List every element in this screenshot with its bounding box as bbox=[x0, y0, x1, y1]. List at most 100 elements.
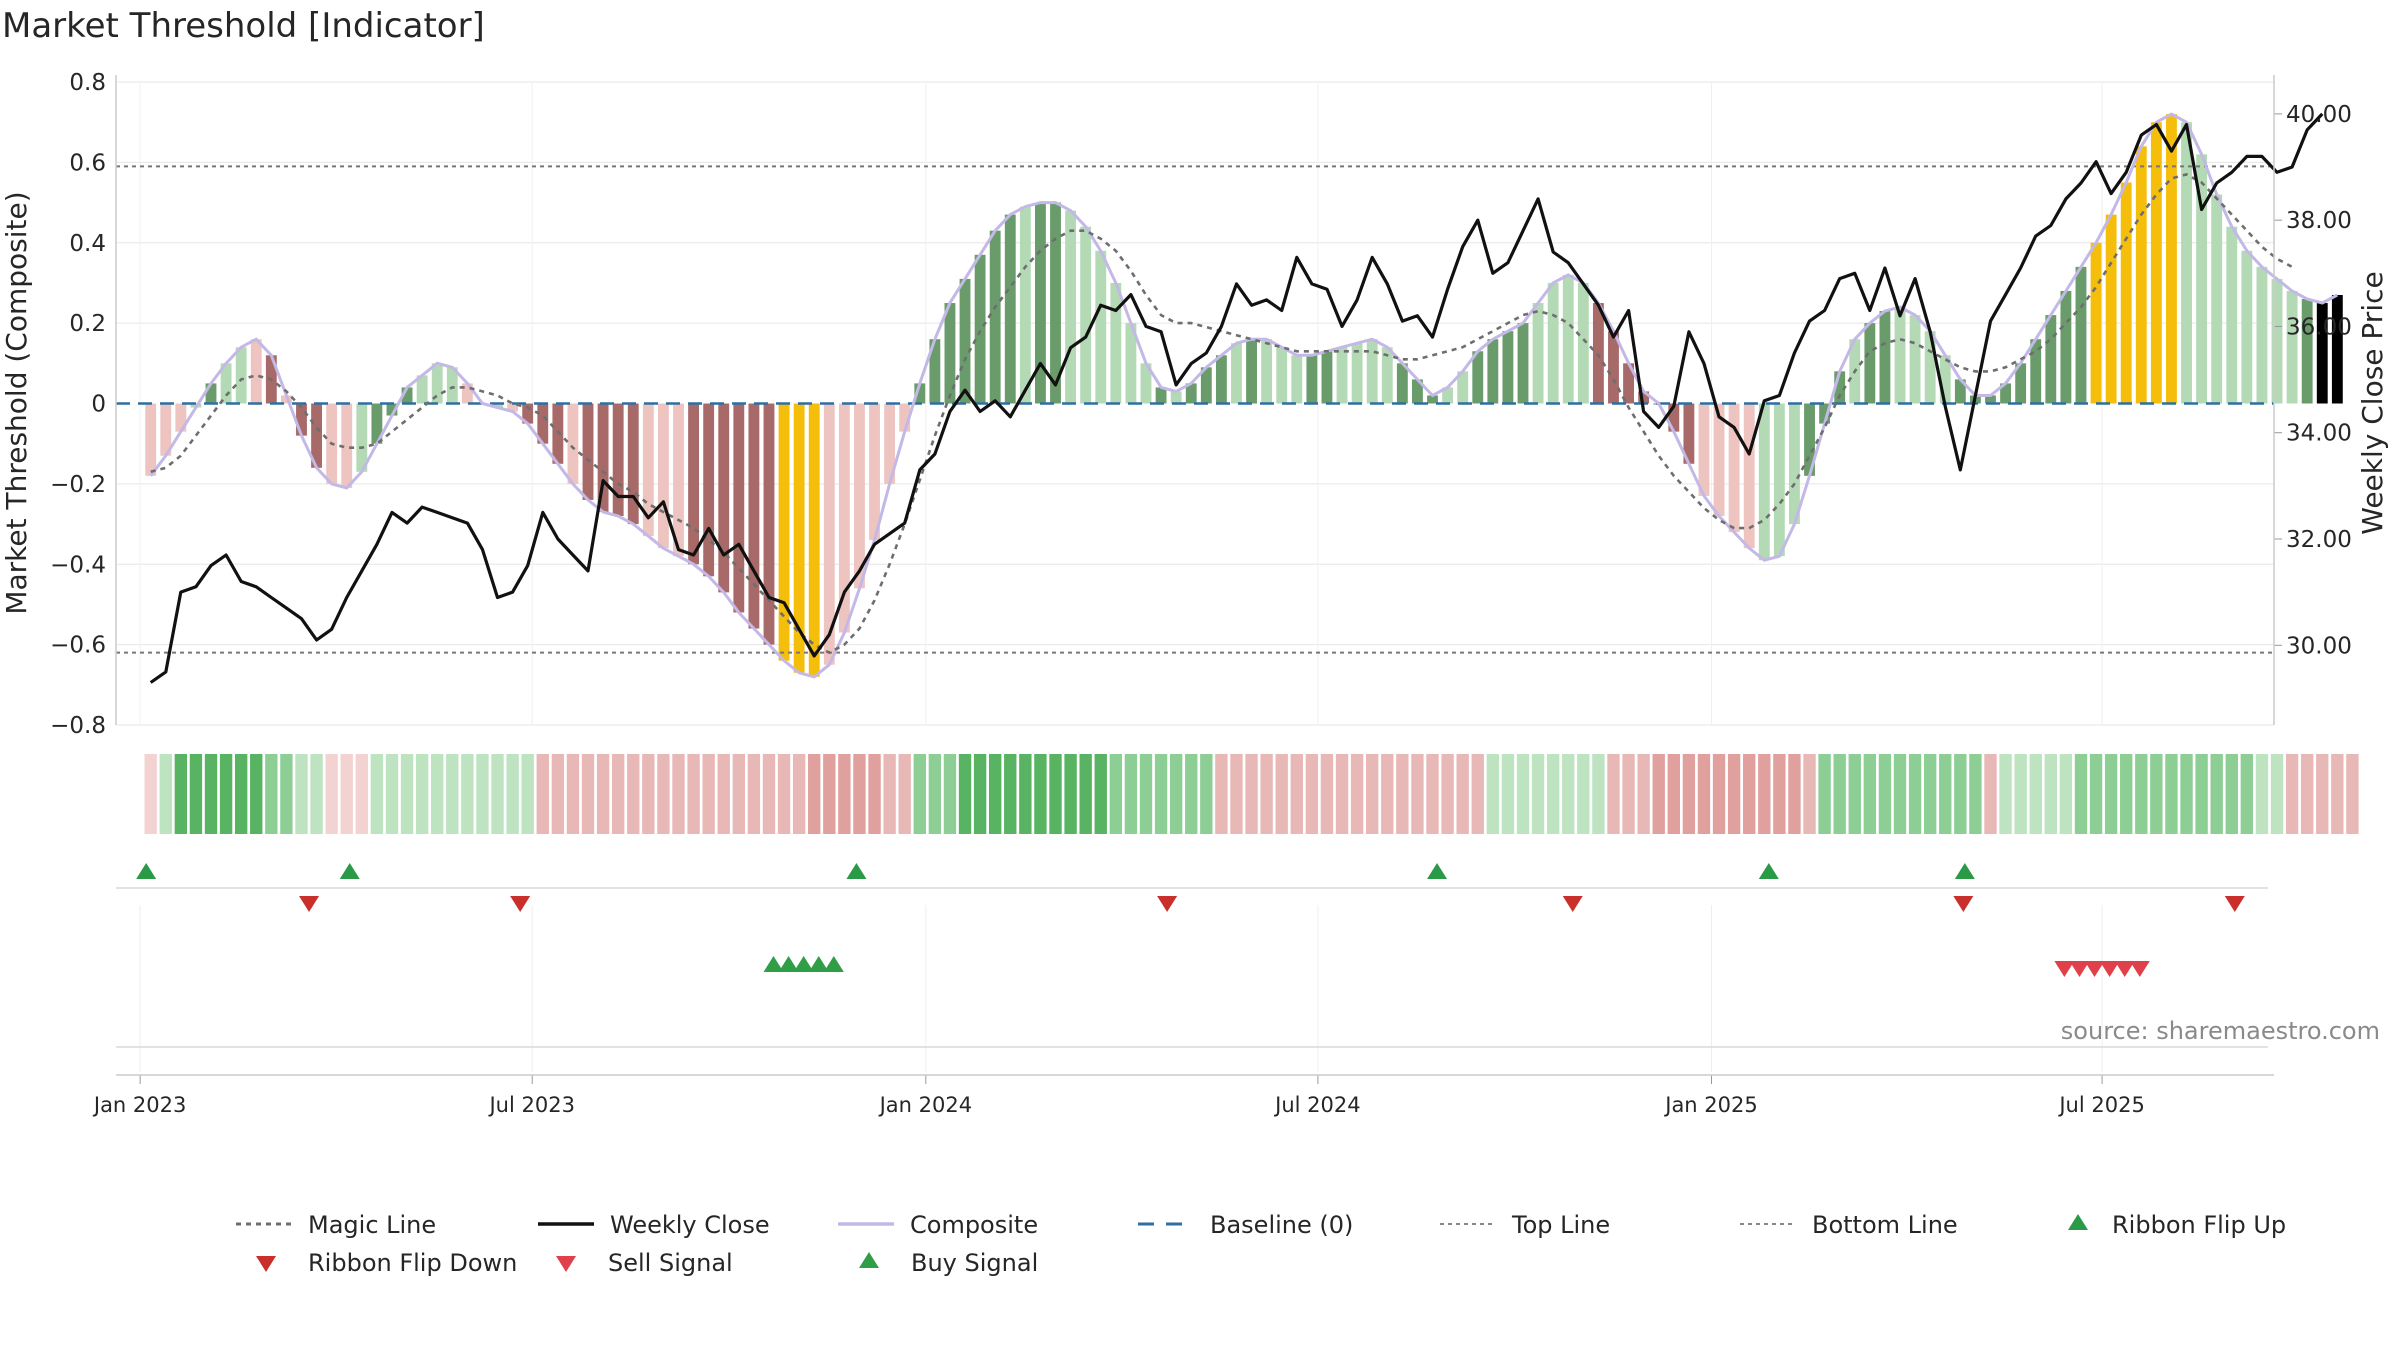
composite-bar bbox=[1080, 226, 1092, 404]
composite-bar bbox=[175, 403, 187, 432]
legend-item-composite: Composite bbox=[838, 1211, 1038, 1239]
composite-bar bbox=[642, 403, 654, 537]
composite-bar bbox=[145, 403, 157, 476]
grid-lines bbox=[116, 81, 2274, 1072]
composite-bar bbox=[1608, 331, 1619, 404]
legend-swatch-sell bbox=[556, 1256, 576, 1272]
ribbon-cell bbox=[1788, 754, 1801, 834]
legend-item-baseline: Baseline (0) bbox=[1138, 1211, 1353, 1239]
ribbon-cell bbox=[943, 754, 957, 834]
ribbon-cell bbox=[461, 754, 474, 834]
ribbon-cell bbox=[1230, 754, 1243, 834]
ribbon-cell bbox=[823, 754, 836, 834]
ribbon-cell bbox=[2180, 754, 2193, 834]
ribbon-cell bbox=[280, 754, 293, 834]
composite-bar bbox=[1517, 323, 1529, 404]
ribbon-cell bbox=[1079, 754, 1092, 834]
composite-bar bbox=[944, 303, 956, 404]
composite-bar bbox=[2256, 266, 2268, 404]
right-tick-label: 38.00 bbox=[2286, 208, 2352, 234]
ribbon-flip-down-marker bbox=[299, 896, 320, 912]
ribbon-cell bbox=[1682, 754, 1696, 834]
composite-bar bbox=[899, 403, 911, 432]
ribbon-cell bbox=[1592, 754, 1605, 834]
ribbon-cell bbox=[1516, 754, 1530, 834]
legend-label: Sell Signal bbox=[608, 1249, 733, 1277]
ribbon-cell bbox=[1426, 754, 1439, 834]
composite-bar bbox=[1200, 367, 1212, 404]
ribbon-cell bbox=[928, 754, 942, 834]
ribbon-cell bbox=[1577, 754, 1590, 834]
right-tick-label: 36.00 bbox=[2286, 314, 2352, 340]
composite-bar bbox=[1185, 383, 1197, 404]
ribbon-cell bbox=[1712, 754, 1726, 834]
left-tick-label: 0 bbox=[91, 392, 106, 418]
ribbon-flip-up-marker bbox=[1758, 863, 1779, 879]
composite-bar bbox=[1019, 206, 1031, 404]
composite-bar bbox=[1170, 391, 1182, 404]
legend-item-magic: Magic Line bbox=[236, 1211, 436, 1239]
composite-bar bbox=[989, 230, 1001, 404]
composite-bar bbox=[552, 403, 564, 464]
composite-bar bbox=[1743, 403, 1755, 549]
ribbon-cell bbox=[340, 754, 353, 834]
composite-bar bbox=[2226, 226, 2238, 404]
composite-bar bbox=[1276, 347, 1288, 404]
composite-bar bbox=[2090, 242, 2102, 404]
composite-bar bbox=[1472, 351, 1484, 404]
ribbon-cell bbox=[1939, 754, 1952, 834]
buy-signal-marker bbox=[793, 956, 814, 972]
ribbon-cell bbox=[1441, 754, 1454, 834]
ribbon-cell bbox=[2135, 754, 2148, 834]
ribbon-cell bbox=[732, 754, 746, 834]
ribbon-cell bbox=[2074, 754, 2088, 834]
composite-bar bbox=[808, 403, 820, 677]
sell-signal-marker bbox=[2129, 961, 2150, 977]
ribbon-cell bbox=[159, 754, 172, 834]
ribbon-cell bbox=[1034, 754, 1047, 834]
ribbon-cell bbox=[1923, 754, 1937, 834]
ribbon-cell bbox=[310, 754, 323, 834]
ribbon-cell bbox=[144, 754, 157, 834]
ribbon-cell bbox=[1622, 754, 1635, 834]
composite-bar bbox=[597, 403, 609, 513]
composite-bar bbox=[748, 403, 760, 629]
ribbon-cell bbox=[506, 754, 519, 834]
composite-bar bbox=[1215, 355, 1227, 404]
composite-bar bbox=[1155, 387, 1167, 404]
composite-bar bbox=[2045, 315, 2057, 404]
composite-bar bbox=[2015, 363, 2027, 404]
x-tick-label: Jul 2025 bbox=[2057, 1093, 2144, 1117]
composite-bar bbox=[2181, 122, 2192, 404]
composite-bar bbox=[823, 403, 835, 665]
ribbon-cell bbox=[219, 754, 233, 834]
ribbon-cell bbox=[1878, 754, 1892, 834]
composite-bar bbox=[1125, 323, 1137, 404]
buy-signal-marker bbox=[778, 956, 799, 972]
composite-bar bbox=[205, 383, 217, 404]
composite-bar bbox=[2271, 278, 2283, 404]
ribbon-cell bbox=[596, 754, 610, 834]
sell-signal-marker bbox=[2054, 961, 2075, 977]
ribbon-cell bbox=[868, 754, 881, 834]
composite-bar bbox=[1306, 355, 1318, 404]
ribbon-cell bbox=[1833, 754, 1846, 834]
ribbon-flip-up-marker bbox=[1954, 863, 1975, 879]
composite-bar bbox=[838, 403, 850, 633]
composite-bar bbox=[1321, 351, 1333, 404]
composite-bar bbox=[959, 278, 971, 404]
composite-bar bbox=[1336, 347, 1348, 404]
composite-bar bbox=[929, 339, 941, 404]
sell-signal-marker bbox=[2069, 961, 2090, 977]
ribbon-cell bbox=[1200, 754, 1213, 834]
composite-bar bbox=[2030, 339, 2042, 404]
composite-bar bbox=[1261, 339, 1273, 404]
composite-bar bbox=[1442, 387, 1454, 404]
ribbon-cell bbox=[204, 754, 218, 834]
legend-item-bottom: Bottom Line bbox=[1740, 1211, 1958, 1239]
ribbon-cell bbox=[2210, 754, 2223, 834]
composite-bar bbox=[296, 403, 307, 436]
composite-bar bbox=[416, 375, 428, 404]
buy-signal-marker bbox=[808, 956, 829, 972]
